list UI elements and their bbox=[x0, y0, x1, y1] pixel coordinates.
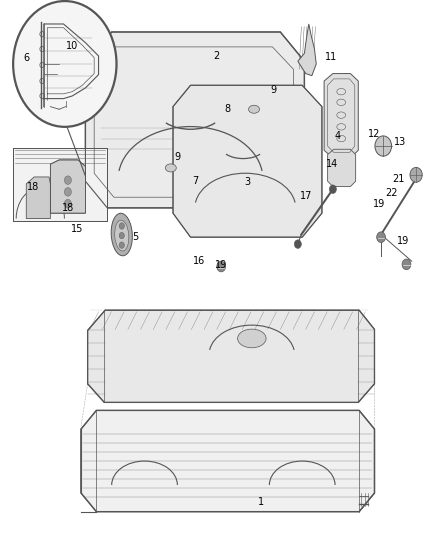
Circle shape bbox=[375, 136, 392, 156]
Text: 9: 9 bbox=[174, 152, 180, 162]
Circle shape bbox=[119, 242, 124, 248]
Text: 4: 4 bbox=[334, 131, 340, 141]
Text: 19: 19 bbox=[373, 199, 385, 208]
Polygon shape bbox=[328, 149, 356, 187]
Text: 7: 7 bbox=[192, 176, 198, 186]
Text: 14: 14 bbox=[326, 159, 338, 168]
Ellipse shape bbox=[249, 106, 259, 114]
Polygon shape bbox=[26, 177, 50, 219]
Text: 10: 10 bbox=[66, 42, 78, 51]
Ellipse shape bbox=[111, 213, 132, 256]
Circle shape bbox=[119, 232, 124, 239]
Polygon shape bbox=[50, 160, 85, 213]
Text: 8: 8 bbox=[225, 104, 231, 114]
Text: 9: 9 bbox=[271, 85, 277, 94]
Text: 19: 19 bbox=[397, 236, 409, 246]
Text: 18: 18 bbox=[62, 203, 74, 213]
Circle shape bbox=[64, 188, 71, 196]
Ellipse shape bbox=[115, 220, 129, 251]
Text: 3: 3 bbox=[244, 177, 251, 187]
Polygon shape bbox=[13, 148, 107, 221]
Text: 12: 12 bbox=[368, 130, 381, 139]
Text: 15: 15 bbox=[71, 224, 83, 234]
Text: 17: 17 bbox=[300, 191, 313, 201]
Circle shape bbox=[64, 199, 71, 208]
Polygon shape bbox=[298, 24, 316, 76]
Circle shape bbox=[402, 259, 411, 270]
Text: 11: 11 bbox=[325, 52, 337, 62]
Polygon shape bbox=[88, 310, 374, 402]
Ellipse shape bbox=[166, 164, 176, 172]
Text: 13: 13 bbox=[394, 138, 406, 147]
Polygon shape bbox=[173, 85, 322, 237]
Text: 16: 16 bbox=[193, 256, 205, 266]
Circle shape bbox=[377, 232, 385, 243]
Circle shape bbox=[294, 240, 301, 248]
Polygon shape bbox=[81, 410, 374, 512]
Circle shape bbox=[13, 1, 117, 127]
Circle shape bbox=[217, 261, 226, 272]
Text: 5: 5 bbox=[133, 232, 139, 242]
Circle shape bbox=[410, 167, 422, 182]
Text: 1: 1 bbox=[258, 497, 264, 507]
Circle shape bbox=[119, 223, 124, 229]
Polygon shape bbox=[85, 32, 304, 208]
Text: 22: 22 bbox=[385, 188, 397, 198]
Circle shape bbox=[329, 185, 336, 193]
Text: 6: 6 bbox=[23, 53, 29, 62]
Circle shape bbox=[64, 176, 71, 184]
Polygon shape bbox=[324, 74, 358, 158]
Text: 21: 21 bbox=[392, 174, 405, 183]
Ellipse shape bbox=[237, 329, 266, 348]
Text: 18: 18 bbox=[27, 182, 39, 191]
Text: 2: 2 bbox=[214, 51, 220, 61]
Text: 19: 19 bbox=[215, 261, 227, 270]
